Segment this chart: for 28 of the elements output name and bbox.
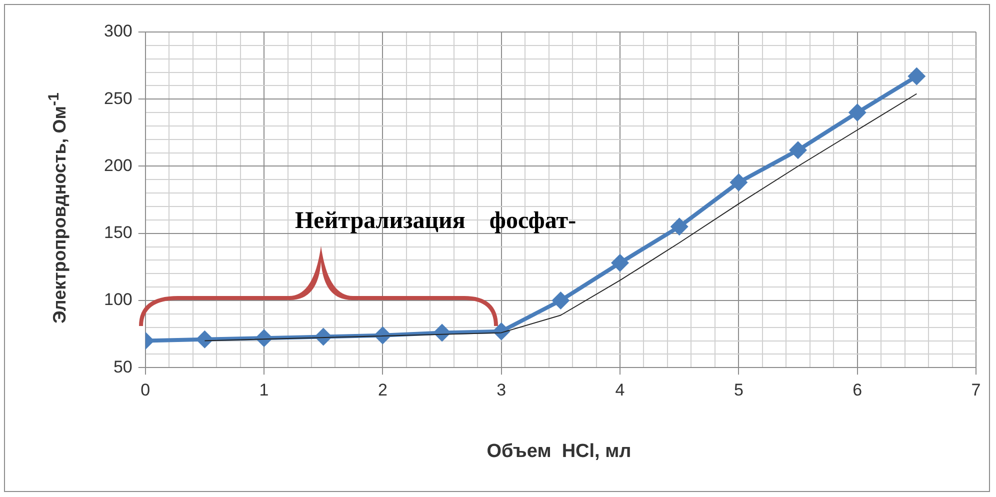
x-tick-label: 6 <box>852 380 862 400</box>
x-tick-label: 4 <box>615 380 625 400</box>
y-tick-label: 250 <box>104 88 132 108</box>
point <box>848 104 866 122</box>
point <box>552 291 570 310</box>
point <box>196 330 214 348</box>
point <box>255 329 274 348</box>
y-tick-label: 200 <box>104 156 132 175</box>
x-tick-label: 2 <box>378 380 388 400</box>
point <box>730 173 748 192</box>
x-tick-label: 1 <box>259 380 269 400</box>
point <box>908 67 926 86</box>
x-tick-label: 7 <box>971 380 981 400</box>
point <box>433 324 452 342</box>
annotation: Нейтрализация фосфат- <box>295 208 576 235</box>
point <box>611 254 630 272</box>
x-tick-label: 5 <box>734 380 744 400</box>
point <box>492 322 510 340</box>
x-tick-label: 3 <box>496 380 506 400</box>
point <box>789 141 808 160</box>
y-tick-label: 150 <box>104 223 132 242</box>
y-tick-label: 300 <box>104 22 132 41</box>
point <box>670 218 688 236</box>
x-tick-label: 0 <box>140 380 150 400</box>
y-tick-label: 100 <box>104 290 132 310</box>
point <box>314 328 332 346</box>
x-axis-title: Объем HCl, мл <box>486 441 632 463</box>
y-tick-label: 50 <box>113 357 132 376</box>
